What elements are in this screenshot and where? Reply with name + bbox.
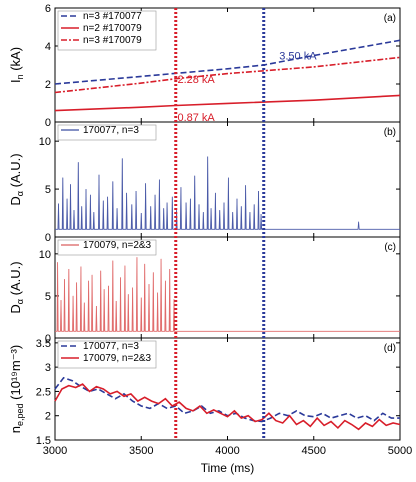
legend-label-c-0: 170079, n=2&3 [83, 240, 152, 251]
ylabel-a: In (kA) [8, 47, 25, 83]
annotation-a-2: 0.87 kA [177, 112, 215, 124]
legend-box-b [57, 124, 157, 141]
annotation-a-0: 3.50 kA [279, 50, 317, 62]
panel-label-a: (a) [384, 13, 396, 24]
ylabel-b: Dα (A.U.) [8, 153, 25, 205]
ylabel-c: Dα (A.U.) [8, 261, 25, 313]
ytick-label-b-0: 0 [45, 232, 51, 244]
legend-box-c [57, 239, 157, 256]
ytick-label-c-2: 10 [39, 249, 51, 261]
elm-trace-b [55, 156, 400, 230]
ytick-label-d-4: 3.5 [36, 338, 51, 350]
legend-label-d-1: 170079, n=2&3 [83, 353, 152, 364]
xtick-label-1: 3500 [129, 445, 153, 457]
ytick-label-a-0: 0 [45, 117, 51, 129]
legend-label-d-0: 170077, n=3 [83, 341, 139, 352]
panel-label-c: (c) [384, 242, 396, 253]
series-line-d-0 [54, 376, 400, 423]
ytick-label-c-0: 0 [45, 333, 51, 345]
ylabel-d: ne,ped (10¹⁹m⁻³) [8, 345, 25, 433]
xtick-label-0: 3000 [43, 445, 67, 457]
legend-box-a [57, 10, 157, 51]
ytick-label-c-1: 5 [45, 291, 51, 303]
ytick-label-a-2: 4 [45, 41, 51, 53]
legend-label-a-2: n=3 #170079 [83, 35, 142, 46]
series-line-a-1 [54, 94, 401, 112]
legend-label-b-0: 170077, n=3 [83, 125, 139, 136]
series-line-a-0 [54, 39, 401, 85]
series-line-a-2 [54, 56, 401, 94]
ytick-label-b-1: 5 [45, 184, 51, 196]
legend-label-a-1: n=2 #170079 [83, 23, 142, 34]
x-axis-label: Time (ms) [201, 461, 255, 475]
xtick-label-2: 4000 [215, 445, 239, 457]
ytick-label-d-3: 3 [45, 362, 51, 374]
ytick-label-d-2: 2.5 [36, 386, 51, 398]
xtick-label-3: 4500 [302, 445, 326, 457]
elm-trace-c [55, 257, 400, 332]
ytick-label-d-0: 1.5 [36, 435, 51, 447]
ytick-label-b-2: 10 [39, 136, 51, 148]
ytick-label-a-3: 6 [45, 3, 51, 15]
ytick-label-d-1: 2 [45, 411, 51, 423]
annotation-a-1: 2.28 kA [177, 74, 215, 86]
panel-label-b: (b) [384, 127, 396, 138]
series-line-d-1 [54, 383, 401, 431]
legend-label-a-0: n=3 #170077 [83, 11, 142, 22]
panel-label-d: (d) [384, 343, 396, 354]
xtick-label-4: 5000 [388, 445, 412, 457]
ytick-label-a-1: 2 [45, 79, 51, 91]
